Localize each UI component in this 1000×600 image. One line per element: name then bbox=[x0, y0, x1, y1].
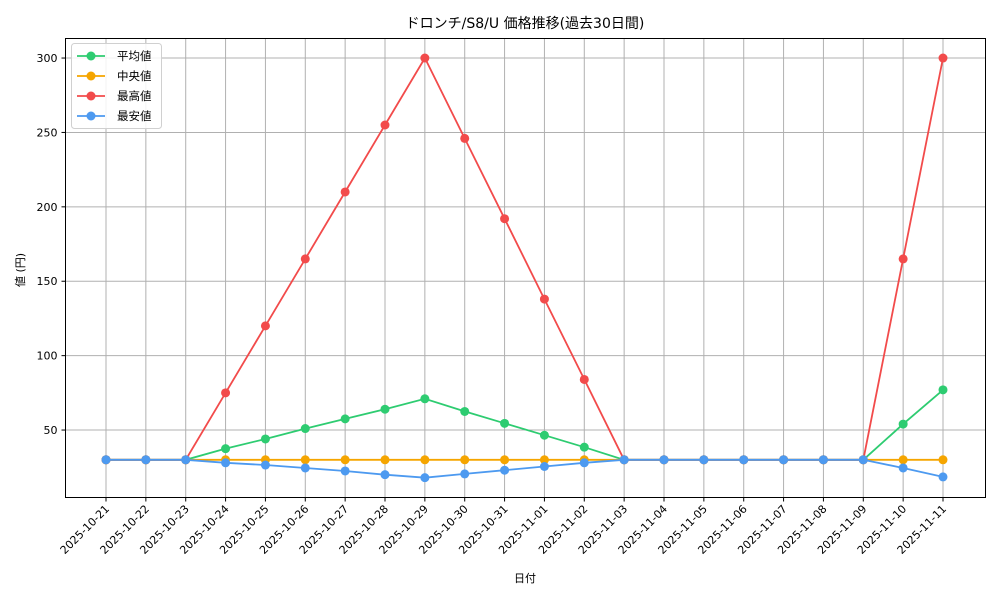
y-tick-label: 200 bbox=[37, 201, 58, 214]
data-point bbox=[300, 254, 310, 264]
data-point bbox=[460, 406, 470, 416]
series-最高値 bbox=[101, 53, 948, 465]
data-point bbox=[420, 455, 430, 465]
data-point bbox=[340, 187, 350, 197]
data-point bbox=[221, 458, 231, 468]
series-line bbox=[106, 56, 944, 461]
data-point bbox=[380, 120, 390, 130]
data-point bbox=[380, 404, 390, 414]
data-point bbox=[938, 455, 948, 465]
data-point bbox=[898, 463, 908, 473]
legend-label: 中央値 bbox=[117, 69, 152, 83]
series-平均値 bbox=[101, 385, 948, 465]
legend-label: 平均値 bbox=[117, 49, 152, 63]
legend-item: 最高値 bbox=[77, 89, 152, 103]
data-point bbox=[221, 388, 231, 398]
series-line bbox=[106, 389, 944, 461]
series-line bbox=[106, 458, 944, 479]
data-point bbox=[739, 455, 749, 465]
x-axis: 2025-10-212025-10-222025-10-232025-10-24… bbox=[58, 497, 949, 557]
data-point bbox=[938, 472, 948, 482]
data-point bbox=[699, 455, 709, 465]
data-point bbox=[460, 133, 470, 143]
data-point bbox=[898, 254, 908, 264]
data-point bbox=[500, 418, 510, 428]
legend-item: 最安値 bbox=[77, 109, 152, 123]
legend-item: 平均値 bbox=[77, 49, 152, 63]
data-point bbox=[938, 53, 948, 63]
data-point bbox=[579, 374, 589, 384]
data-point bbox=[938, 385, 948, 395]
legend-item: 中央値 bbox=[77, 69, 152, 83]
data-point bbox=[181, 455, 191, 465]
x-axis-label: 日付 bbox=[514, 572, 536, 585]
chart-title: ドロンチ/S8/U 価格推移(過去30日間) bbox=[406, 16, 645, 32]
series-最安値 bbox=[101, 455, 948, 483]
data-point bbox=[300, 455, 310, 465]
plot-frame bbox=[65, 38, 986, 498]
data-point bbox=[579, 458, 589, 468]
legend-label: 最高値 bbox=[117, 89, 152, 103]
data-point bbox=[300, 424, 310, 434]
data-point bbox=[659, 455, 669, 465]
y-tick-label: 50 bbox=[44, 424, 58, 437]
data-point bbox=[101, 455, 111, 465]
y-tick-label: 100 bbox=[37, 350, 58, 363]
legend-box bbox=[71, 43, 162, 129]
data-point bbox=[380, 470, 390, 480]
y-axis: 50 100 150 200 250 300 bbox=[37, 52, 66, 437]
legend-marker-icon bbox=[86, 111, 96, 121]
data-point bbox=[858, 455, 868, 465]
data-point bbox=[500, 465, 510, 475]
data-point bbox=[500, 455, 510, 465]
data-point bbox=[420, 394, 430, 404]
data-point bbox=[539, 461, 549, 471]
data-point bbox=[340, 466, 350, 476]
data-point bbox=[420, 473, 430, 483]
data-point bbox=[300, 463, 310, 473]
legend-label: 最安値 bbox=[117, 109, 152, 123]
y-tick-label: 150 bbox=[37, 275, 58, 288]
legend-marker-icon bbox=[86, 71, 96, 81]
grid bbox=[65, 38, 986, 498]
data-point bbox=[340, 455, 350, 465]
data-point bbox=[539, 294, 549, 304]
data-point bbox=[221, 444, 231, 454]
data-point bbox=[779, 455, 789, 465]
data-point bbox=[420, 53, 430, 63]
y-tick-label: 250 bbox=[37, 126, 58, 139]
data-point bbox=[898, 419, 908, 429]
data-point bbox=[539, 430, 549, 440]
data-point bbox=[260, 321, 270, 331]
data-point bbox=[818, 455, 828, 465]
data-point bbox=[579, 442, 589, 452]
data-point bbox=[260, 460, 270, 470]
data-point bbox=[460, 469, 470, 479]
data-point bbox=[460, 455, 470, 465]
data-point bbox=[619, 455, 629, 465]
y-tick-label: 300 bbox=[37, 52, 58, 65]
data-point bbox=[500, 214, 510, 224]
data-point bbox=[380, 455, 390, 465]
data-point bbox=[260, 434, 270, 444]
data-point bbox=[340, 414, 350, 424]
data-point bbox=[141, 455, 151, 465]
legend-marker-icon bbox=[86, 51, 96, 61]
y-axis-label: 値 (円) bbox=[14, 253, 27, 287]
data-point bbox=[898, 455, 908, 465]
series-lines bbox=[101, 53, 948, 483]
legend-marker-icon bbox=[86, 91, 96, 101]
data-point bbox=[539, 455, 549, 465]
